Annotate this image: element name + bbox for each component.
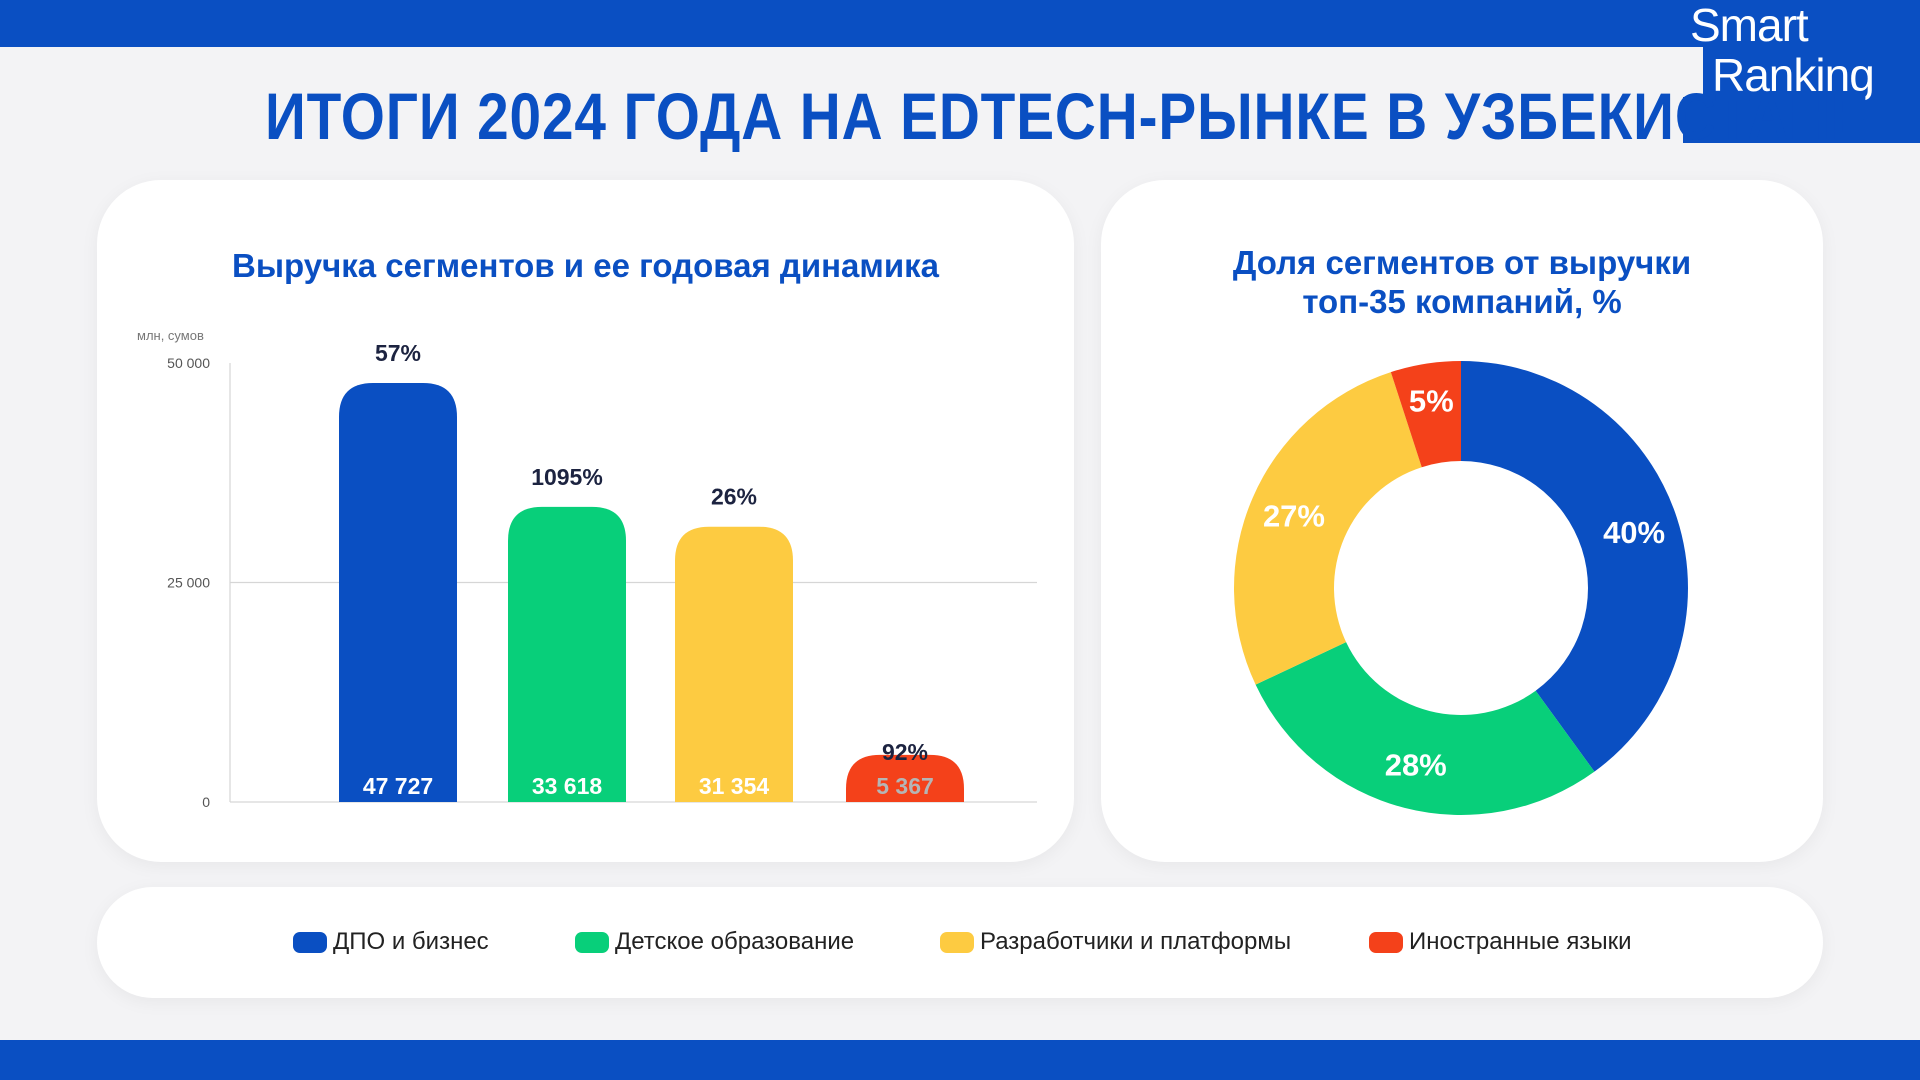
bar-1 [339,382,457,802]
legend-swatch [940,931,974,953]
bar-growth-label: 1095% [531,464,603,490]
legend: ДПО и бизнес Детское образование Разработч… [97,887,1823,998]
bar-chart-card: Выручка сегментов и ее годовая динамика … [97,180,1074,862]
bar-value-label: 33 618 [532,773,603,799]
donut-chart-title: Доля сегментов от выручки топ-35 компани… [1101,243,1823,321]
legend-label: Разработчики и платформы [980,928,1292,955]
donut-slice-label: 5% [1409,383,1454,418]
logo-line-1: Smart [1690,0,1809,51]
bar-chart-title: Выручка сегментов и ее годовая динамика [232,247,939,284]
logo [1683,0,1920,143]
page-title: ИТОГИ 2024 ГОДА НА EDTECH-РЫНКЕ В УЗБЕКИ… [265,79,1870,153]
donut-slice-1 [1461,361,1688,772]
bar-value-label: 47 727 [363,773,433,799]
bar-3 [675,526,793,802]
bar-growth-label: 92% [882,739,928,765]
donut-slice-label: 27% [1263,499,1325,534]
legend-label: ДПО и бизнес [333,928,489,955]
legend-item: Иностранные языки [1369,927,1631,957]
donut-slice-3 [1234,372,1422,685]
top-bar [0,0,1920,47]
legend-swatch [1369,931,1403,953]
bar-growth-label: 26% [711,484,757,510]
legend-item: ДПО и бизнес [293,927,489,957]
logo-line-2: Ranking [1712,49,1875,101]
donut-slice-4 [1390,361,1461,468]
bar-growth-label: 57% [375,340,421,366]
donut-slice-label: 40% [1603,515,1665,550]
y-tick-label: 0 [202,794,210,810]
logo-text: Smart Ranking [1690,0,1875,101]
legend-card: ДПО и бизнес Детское образование Разработч… [97,887,1823,998]
donut-chart-card: Доля сегментов от выручки топ-35 компани… [1101,180,1823,862]
legend-swatch [293,931,327,953]
bar-4 [846,754,964,802]
bar-chart: млн, сумов 0 25 000 50 000 47 727 57% 33 618 10… [137,328,1037,810]
legend-item: Разработчики и платформы [940,927,1291,957]
donut-title-line-2: топ-35 компаний, % [1302,283,1622,320]
legend-swatch [575,931,609,953]
y-tick-label: 25 000 [167,575,210,591]
donut-slice-label: 28% [1385,747,1447,782]
bottom-bar [0,1040,1920,1080]
bar-2 [508,506,626,802]
logo-notch [1683,47,1703,97]
bar-value-label: 31 354 [699,773,770,799]
legend-label: Детское образование [615,928,855,955]
y-tick-label: 50 000 [167,355,210,371]
donut-chart: 40% 28% 27% 5% [1234,361,1688,815]
donut-title-line-1: Доля сегментов от выручки [1232,244,1692,281]
legend-item: Детское образование [575,927,854,957]
donut-slice-2 [1255,642,1595,815]
y-axis-unit-label: млн, сумов [137,328,204,343]
bar-value-label: 5 367 [876,773,934,799]
legend-label: Иностранные языки [1409,928,1632,955]
